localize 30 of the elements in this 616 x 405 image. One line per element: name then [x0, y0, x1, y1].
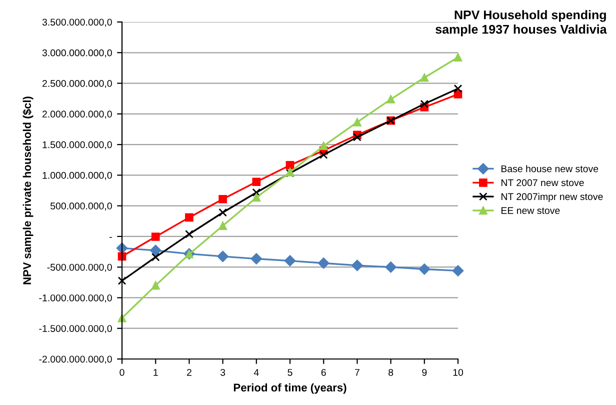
x-tick-label: 6 — [321, 368, 326, 376]
y-tick-label: -1.000.000.000,0 — [39, 294, 112, 302]
x-tick-label: 10 — [453, 368, 464, 376]
y-tick-label: 1.500.000.000,0 — [42, 141, 112, 150]
y-tick-label: 2.000.000.000,0 — [42, 110, 112, 119]
legend-label: NT 2007impr new stove — [501, 192, 603, 202]
x-tick-label: 4 — [254, 369, 259, 376]
x-tick-label: 5 — [288, 369, 292, 376]
y-tick-label: - — [109, 237, 112, 238]
text: NPV Household spending sample 1937 houses Valdivia — [436, 10, 607, 36]
legend-label: Base house new stove — [501, 165, 598, 172]
y-tick-label: 2.500.000.000,0 — [42, 80, 112, 88]
x-tick-label: 3 — [220, 368, 226, 376]
legend-label: EE new stove — [501, 207, 560, 214]
y-tick-label: 500.000.000,0 — [50, 202, 112, 211]
x-tick-label: 1 — [154, 369, 158, 376]
legend-label: NT 2007 new stove — [501, 179, 584, 186]
y-tick-label: 3.500.000.000,0 — [42, 18, 112, 27]
x-tick-label: 7 — [354, 369, 360, 376]
y-tick-label: 3.000.000.000,0 — [42, 49, 112, 58]
x-tick-label: 9 — [422, 368, 427, 376]
x-axis-title: Period of time (years) — [234, 383, 346, 394]
x-tick-label: 2 — [186, 368, 192, 376]
y-tick-label: -1.500.000.000,0 — [39, 325, 112, 334]
y-tick-label: -500.000.000,0 — [47, 264, 112, 272]
y-axis-title: NPV sample private household ($cl) — [22, 96, 34, 284]
x-tick-label: 8 — [388, 368, 394, 376]
x-tick-label: 0 — [120, 368, 124, 376]
y-tick-label: -2.000.000.000,0 — [39, 356, 112, 364]
y-tick-label: 1.000.000.000,0 — [42, 172, 112, 180]
